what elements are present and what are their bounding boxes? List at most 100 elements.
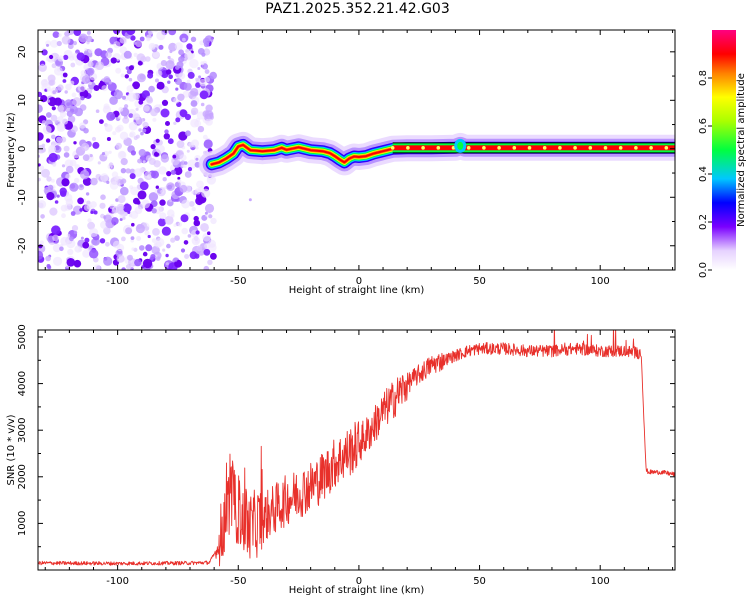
noise-blob bbox=[60, 204, 68, 212]
noise-blob bbox=[203, 41, 210, 48]
noise-blob bbox=[103, 256, 113, 266]
noise-blob bbox=[89, 228, 99, 237]
noise-blob bbox=[191, 236, 201, 246]
noise-blob bbox=[89, 154, 93, 158]
noise-blob bbox=[178, 49, 185, 56]
noise-blob bbox=[195, 82, 201, 88]
noise-blob bbox=[92, 141, 100, 149]
noise-blob bbox=[210, 217, 217, 225]
noise-blob bbox=[115, 126, 122, 133]
noise-blob bbox=[112, 240, 121, 249]
y-tick-label: 10 bbox=[17, 94, 28, 107]
noise-blob bbox=[173, 223, 177, 227]
noise-blob bbox=[38, 165, 45, 171]
noise-blob bbox=[103, 76, 111, 83]
noise-blob bbox=[82, 177, 92, 186]
noise-blob bbox=[57, 104, 67, 114]
noise-blob bbox=[63, 54, 69, 61]
signal-peak-dot bbox=[482, 146, 486, 150]
noise-blob bbox=[84, 237, 90, 243]
noise-blob bbox=[140, 56, 147, 63]
noise-blob bbox=[41, 49, 48, 56]
signal-peak-dot bbox=[649, 146, 653, 150]
signal-peak-dot bbox=[497, 146, 501, 150]
noise-blob bbox=[43, 78, 48, 83]
noise-blob bbox=[66, 110, 73, 117]
noise-blob bbox=[188, 141, 195, 148]
noise-blob bbox=[77, 83, 87, 93]
noise-blob bbox=[209, 71, 217, 80]
noise-blob bbox=[169, 50, 173, 54]
noise-blob bbox=[119, 131, 129, 140]
noise-blob bbox=[41, 120, 47, 125]
noise-blob bbox=[107, 82, 117, 92]
noise-blob bbox=[112, 131, 117, 136]
noise-blob bbox=[83, 203, 91, 212]
noise-blob bbox=[123, 50, 132, 59]
noise-blob bbox=[83, 168, 87, 172]
snr-line bbox=[38, 330, 675, 567]
noise-blob bbox=[74, 245, 82, 253]
noise-blob bbox=[142, 258, 153, 269]
signal-peak-dot bbox=[588, 146, 593, 150]
noise-blob bbox=[57, 84, 64, 91]
noise-blob bbox=[135, 224, 145, 234]
noise-blob bbox=[126, 69, 132, 75]
noise-blob bbox=[122, 95, 126, 100]
noise-blob bbox=[56, 136, 62, 143]
y-axis-label: Frequency (Hz) bbox=[6, 112, 17, 188]
noise-blob bbox=[131, 222, 135, 227]
noise-blob bbox=[114, 175, 120, 181]
noise-blob bbox=[120, 73, 125, 78]
noise-blob bbox=[191, 206, 196, 212]
y-tick-label: 4000 bbox=[17, 371, 28, 396]
noise-blob bbox=[179, 154, 187, 162]
noise-blob bbox=[39, 240, 44, 245]
noise-blob bbox=[117, 115, 122, 119]
y-tick-label: 0 bbox=[17, 146, 28, 152]
y-tick-label: 20 bbox=[17, 45, 28, 58]
spectrogram-area bbox=[38, 30, 675, 270]
noise-blob bbox=[67, 248, 74, 256]
snr-plot: -100 -50 0 50 100 1000 2000 3000 4000 5000 Height … bbox=[6, 324, 676, 596]
noise-blob bbox=[99, 202, 106, 209]
noise-blob bbox=[88, 48, 93, 54]
noise-blob bbox=[86, 200, 91, 205]
noise-blob bbox=[184, 171, 192, 178]
noise-blob bbox=[81, 75, 91, 84]
noise-blob bbox=[142, 121, 149, 128]
noise-blob bbox=[165, 69, 172, 75]
noise-blob bbox=[110, 57, 117, 64]
noise-blob bbox=[46, 192, 55, 201]
noise-blob bbox=[144, 226, 150, 231]
noise-blob bbox=[99, 80, 103, 84]
noise-blob bbox=[79, 208, 83, 212]
noise-blob bbox=[40, 214, 45, 219]
noise-blob bbox=[45, 138, 51, 143]
noise-blob bbox=[50, 39, 59, 48]
y-tick-label: -10 bbox=[17, 189, 28, 205]
noise-blob bbox=[155, 144, 165, 154]
noise-blob bbox=[93, 264, 101, 270]
noise-blob bbox=[167, 55, 171, 60]
noise-blob bbox=[174, 42, 183, 51]
noise-blob bbox=[186, 79, 191, 84]
noise-blob bbox=[137, 158, 142, 164]
noise-blob bbox=[81, 142, 90, 152]
noise-blob bbox=[158, 104, 163, 108]
colorbar-gradient bbox=[712, 30, 736, 270]
noise-blob bbox=[122, 203, 132, 213]
noise-blob bbox=[48, 152, 58, 163]
noise-blob bbox=[101, 85, 108, 92]
noise-blob bbox=[133, 41, 137, 45]
noise-blob bbox=[139, 245, 145, 251]
noise-blob bbox=[167, 80, 171, 84]
noise-blob bbox=[80, 70, 87, 76]
noise-blob bbox=[153, 30, 158, 33]
noise-blob bbox=[199, 78, 207, 87]
noise-blob bbox=[50, 178, 55, 183]
noise-blob bbox=[46, 99, 51, 103]
noise-blob bbox=[38, 104, 43, 113]
noise-blob bbox=[155, 237, 165, 247]
noise-blob bbox=[117, 203, 125, 211]
